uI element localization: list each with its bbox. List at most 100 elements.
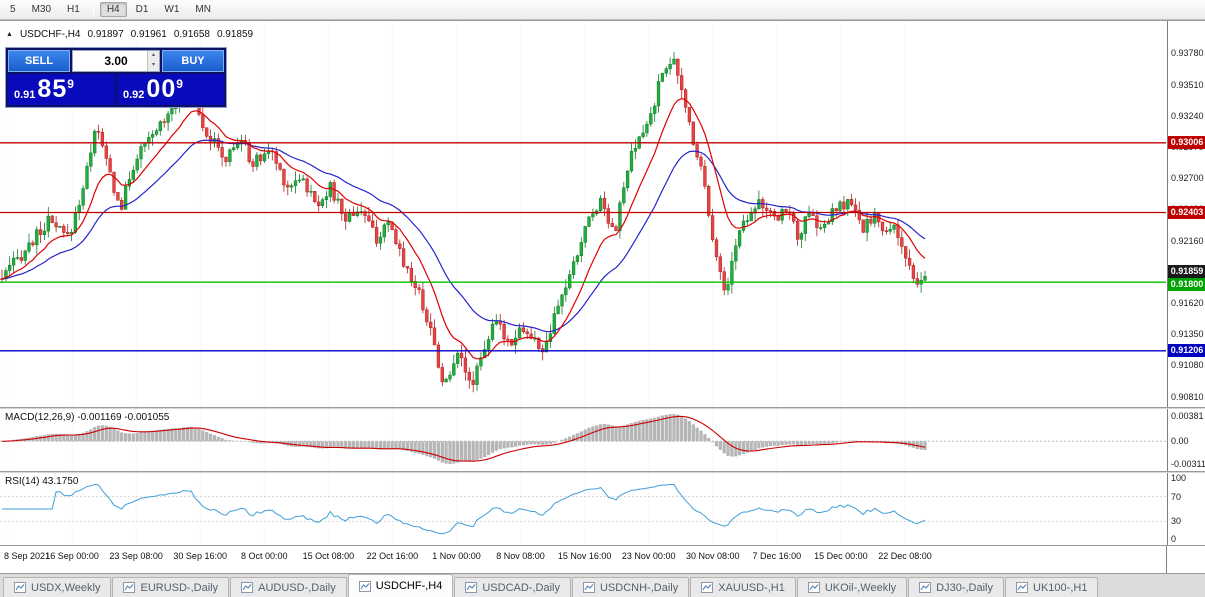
price-axis-label: 0.91620 [1171,297,1204,308]
rsi-axis-label: 70 [1171,491,1182,502]
time-axis-label: 22 Dec 08:00 [878,551,932,561]
price-tag-0.92403: 0.92403 [1168,205,1205,219]
chart-tab-dj30-daily[interactable]: DJ30-,Daily [908,577,1005,597]
main-price-pane[interactable]: ▲ USDCHF-,H4 0.91897 0.91961 0.91658 0.9… [0,21,1205,407]
timeframe-button-W1[interactable]: W1 [164,4,180,15]
timeframe-button-MN[interactable]: MN [195,4,211,15]
axis-separator [1166,546,1167,574]
sell-price-display[interactable]: 0.91 85 9 [8,74,115,105]
ohlc-close: 0.91859 [216,29,254,40]
price-axis-label: 0.92160 [1171,235,1204,246]
time-axis-label: 8 Nov 08:00 [496,551,545,561]
rsi-label: RSI(14) 43.1750 [5,476,79,487]
chart-tab-eurusd-daily[interactable]: EURUSD-,Daily [112,577,230,597]
one-click-trade-panel: SELL 3.00 ▴ ▾ BUY 0.91 85 9 [5,47,227,108]
macd-label: MACD(12,26,9) -0.001169 -0.001055 [5,412,170,423]
chart-icon [241,582,254,593]
time-axis-label: 7 Dec 16:00 [752,551,802,561]
time-axis-label: 22 Oct 16:00 [366,551,419,561]
rsi-axis[interactable]: 100 70 30 0 [1167,473,1205,545]
price-axis-label: 0.93510 [1171,79,1204,90]
chart-tab-label: USDCAD-,Daily [482,581,560,594]
chart-icon [701,582,714,593]
timeframe-button-H1[interactable]: H1 [67,4,80,15]
price-axis-label: 0.93240 [1171,110,1204,121]
ohlc-open: 0.91897 [87,29,124,40]
macd-axis[interactable]: 0.00381 0.00 -0.00311 [1167,409,1205,471]
chart-tab-usdchf-h4[interactable]: USDCHF-,H4 [347,574,454,597]
chart-icon [465,582,478,593]
chart-tab-xauusd-h1[interactable]: XAUUSD-,H1 [690,577,796,597]
price-tag-0.91206: 0.91206 [1168,344,1205,358]
price-chart-canvas[interactable] [0,21,1166,407]
toolbar-separator [92,3,94,16]
chart-tab-label: UK100-,H1 [1033,581,1088,594]
chart-tab-label: USDX,Weekly [31,581,101,594]
time-axis-label: 16 Sep 00:00 [45,551,99,561]
price-tag-0.91859: 0.91859 [1168,264,1205,278]
time-axis-label: 30 Sep 16:00 [173,551,227,561]
pane-splitter [0,545,1205,546]
time-axis[interactable]: 8 Sep 2021 16 Sep 00:00 23 Sep 08:00 30 Sep… [0,546,1205,574]
collapse-icon: ▲ [6,31,13,38]
chart-tab-label: USDCHF-,H4 [375,580,443,592]
sell-price-sup: 9 [67,77,74,91]
chart-tab-label: DJ30-,Daily [936,581,994,594]
price-tag-0.93006: 0.93006 [1168,136,1205,150]
time-axis-label: 30 Nov 08:00 [685,551,740,561]
price-tag-0.91800: 0.91800 [1168,277,1205,291]
chart-window: ▲ USDCHF-,H4 0.91897 0.91961 0.91658 0.9… [0,20,1205,574]
pane-splitter[interactable] [0,471,1205,473]
rsi-pane[interactable]: RSI(14) 43.1750 100 70 30 0 [0,473,1205,545]
time-axis-label: 15 Dec 00:00 [814,551,868,561]
chart-tab-ukoil-weekly[interactable]: UKOil-,Weekly [796,577,908,597]
ohlc-low: 0.91658 [173,29,210,40]
volume-down-button[interactable]: ▾ [148,61,159,71]
price-axis[interactable]: 0.937800.935100.932400.929700.927000.924… [1167,21,1205,407]
volume-field[interactable]: 3.00 ▴ ▾ [72,50,160,72]
buy-price-prefix: 0.92 [123,89,145,101]
chart-title: ▲ USDCHF-,H4 0.91897 0.91961 0.91658 0.9… [6,29,253,40]
chart-icon [807,582,820,593]
chart-tab-label: AUDUSD-,Daily [258,581,336,594]
volume-up-button[interactable]: ▴ [148,51,159,61]
timeframe-toolbar: 5 M30 H1 H4 D1 W1 MN [0,0,1205,20]
chart-tab-usdcad-daily[interactable]: USDCAD-,Daily [454,577,571,597]
chart-tab-uk100-h1[interactable]: UK100-,H1 [1005,577,1099,597]
chart-icon [14,582,26,593]
chart-tab-audusd-daily[interactable]: AUDUSD-,Daily [230,577,347,597]
chart-symbol-period: USDCHF-,H4 [19,29,81,40]
time-axis-label: 8 Oct 00:00 [241,551,288,561]
chart-tab-label: UKOil-,Weekly [824,581,897,594]
pane-splitter[interactable] [0,407,1205,409]
timeframe-button-H4[interactable]: H4 [99,2,127,17]
chart-icon [919,582,932,593]
rsi-canvas[interactable] [0,473,1166,545]
rsi-axis-label: 30 [1171,516,1182,527]
timeframe-button-D1[interactable]: D1 [135,4,149,15]
timeframe-button-5[interactable]: 5 [10,4,16,15]
chart-tab-label: EURUSD-,Daily [140,581,219,594]
sell-price-prefix: 0.91 [14,89,36,101]
chart-icon [1016,582,1029,593]
buy-price-display[interactable]: 0.92 00 9 [117,74,224,105]
macd-axis-label: 0.00 [1171,436,1189,447]
time-axis-label: 23 Nov 00:00 [621,551,676,561]
macd-pane[interactable]: MACD(12,26,9) -0.001169 -0.001055 0.0038… [0,409,1205,471]
macd-canvas[interactable] [0,409,1166,471]
price-axis-label: 0.92700 [1171,173,1204,184]
volume-spinner: ▴ ▾ [147,51,159,71]
price-axis-label: 0.91080 [1171,360,1204,371]
time-axis-label: 8 Sep 2021 [4,551,51,561]
price-axis-label: 0.93780 [1171,48,1204,59]
price-axis-label: 0.90810 [1171,391,1204,402]
timeframe-button-M30[interactable]: M30 [31,4,52,15]
price-axis-label: 0.91350 [1171,329,1204,340]
volume-value: 3.00 [104,54,128,68]
chart-tab-usdcnh-daily[interactable]: USDCNH-,Daily [571,577,690,597]
chart-tab-usdx-weekly[interactable]: USDX,Weekly [3,577,112,597]
buy-button[interactable]: BUY [162,50,224,72]
time-axis-label: 23 Sep 08:00 [109,551,163,561]
sell-button[interactable]: SELL [8,50,70,72]
